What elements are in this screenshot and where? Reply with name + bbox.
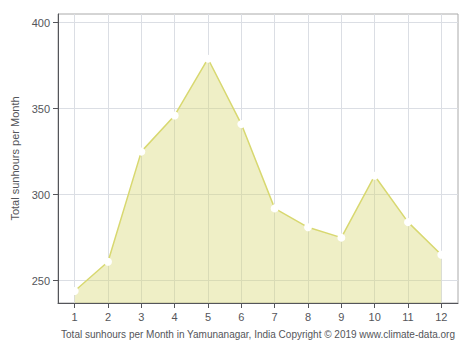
svg-text:350: 350	[32, 103, 50, 115]
svg-text:10: 10	[369, 311, 381, 323]
svg-text:8: 8	[305, 311, 311, 323]
svg-text:3: 3	[138, 311, 144, 323]
svg-text:7: 7	[272, 311, 278, 323]
svg-text:5: 5	[205, 311, 211, 323]
svg-text:250: 250	[32, 275, 50, 287]
svg-text:1: 1	[72, 311, 78, 323]
svg-text:Total sunhours per Month: Total sunhours per Month	[9, 96, 21, 220]
svg-text:4: 4	[172, 311, 178, 323]
svg-text:300: 300	[32, 189, 50, 201]
svg-text:400: 400	[32, 17, 50, 29]
svg-text:12: 12	[435, 311, 447, 323]
svg-text:9: 9	[338, 311, 344, 323]
svg-text:6: 6	[238, 311, 244, 323]
svg-text:2: 2	[105, 311, 111, 323]
svg-text:11: 11	[402, 311, 413, 323]
svg-text:Total sunhours per Month in Ya: Total sunhours per Month in Yamunanagar,…	[61, 329, 455, 340]
